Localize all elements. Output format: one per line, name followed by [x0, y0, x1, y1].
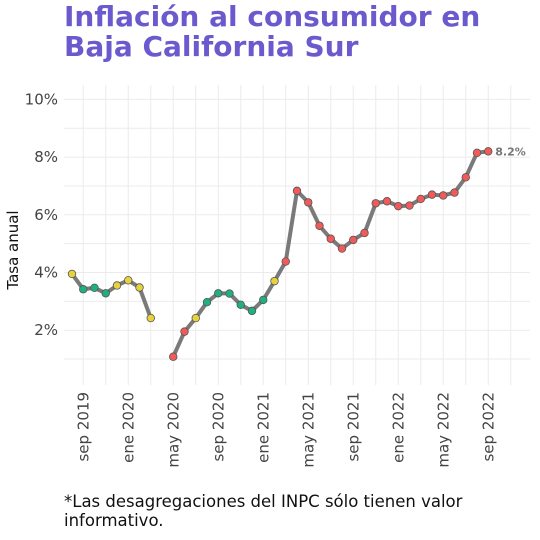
data-point: [461, 173, 470, 182]
line-chart: 2% 4% 6% 8% 10% sep 2019 ene 2020 may 2020 sep 2…: [4, 85, 530, 468]
data-point: [371, 199, 380, 208]
data-point: [180, 327, 189, 336]
data-point: [472, 148, 482, 157]
data-point: [315, 221, 324, 230]
data-point: [292, 186, 302, 196]
data-point: [427, 190, 437, 199]
data-point: [202, 298, 212, 307]
data-point: [349, 235, 358, 245]
data-point: [146, 313, 155, 323]
data-point: [304, 198, 313, 207]
data-point: [112, 281, 122, 290]
data-point: [169, 352, 178, 361]
data-point: [281, 257, 290, 266]
x-tick-label: may 2022: [434, 392, 452, 468]
data-point: [191, 313, 200, 323]
x-tick-label: sep 2022: [479, 392, 497, 462]
y-tick-label: 10%: [25, 90, 58, 108]
title-line-1: Inflación al consumidor en: [64, 0, 481, 33]
data-point: [67, 269, 77, 279]
data-label: 8.2%: [495, 145, 526, 158]
data-point: [101, 289, 110, 298]
footnote: *Las desagregaciones del INPC sólo tiene…: [64, 492, 463, 530]
data-point: [124, 276, 133, 285]
data-point: [79, 285, 88, 294]
data-point: [394, 201, 403, 211]
data-point: [270, 276, 279, 286]
y-axis-label: Tasa anual: [4, 210, 22, 290]
x-tick-label: may 2020: [164, 392, 182, 468]
data-point: [236, 300, 245, 310]
data-point: [382, 197, 392, 206]
data-point: [90, 283, 99, 292]
data-point: [439, 191, 448, 200]
y-tick-label: 8%: [34, 148, 58, 166]
data-point: [135, 283, 144, 292]
title-line-2: Baja California Sur: [64, 30, 359, 63]
x-tick-label: ene 2021: [254, 392, 272, 463]
x-tick-label: sep 2019: [74, 392, 92, 462]
data-point: [405, 201, 414, 210]
x-tick-label: sep 2021: [344, 392, 362, 462]
x-tick-label: ene 2022: [389, 392, 407, 463]
data-point: [247, 306, 257, 316]
x-tick-label: may 2021: [299, 392, 317, 468]
y-tick-label: 6%: [34, 206, 58, 224]
data-point: [484, 147, 493, 156]
data-point: [225, 289, 234, 298]
chart-title: Inflación al consumidor en Baja Californ…: [64, 2, 480, 62]
data-point: [337, 244, 347, 253]
x-tick-label: sep 2020: [209, 392, 227, 462]
series-line: [70, 271, 153, 321]
data-point: [360, 228, 369, 238]
data-point: [214, 289, 223, 298]
y-tick-label: 4%: [34, 264, 58, 282]
grid: [64, 85, 530, 385]
data-point: [326, 234, 335, 243]
x-tick-label: ene 2020: [119, 392, 137, 463]
data-point: [450, 188, 459, 197]
data-point: [259, 295, 268, 305]
data-point: [416, 194, 425, 204]
y-tick-label: 2%: [34, 321, 58, 339]
